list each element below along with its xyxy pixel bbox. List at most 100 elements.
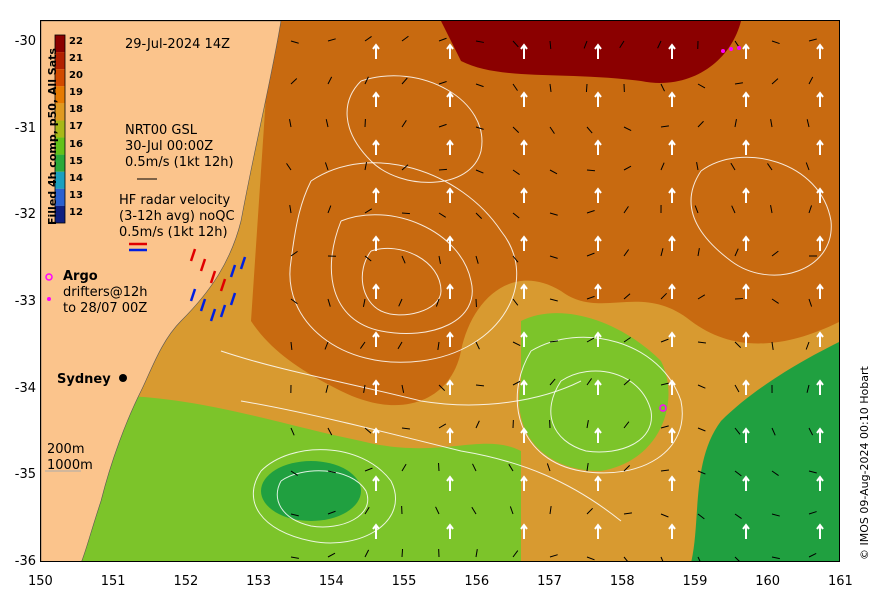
gsl-scale: 0.5m/s (1kt 12h) [125,155,234,170]
velocity-arrow [397,341,403,350]
wind-arrow [372,427,380,443]
velocity-arrow [512,126,520,133]
wind-arrow [594,91,602,107]
y-tick-label: -31 [14,120,36,136]
velocity-arrow [623,126,632,132]
velocity-arrow [808,511,817,515]
velocity-arrow [657,40,662,49]
hf-radar-vector [239,256,247,270]
velocity-arrow [623,512,632,515]
velocity-arrow [697,470,706,475]
velocity-arrow [771,40,780,45]
wind-arrow [446,475,454,491]
wind-arrow [816,523,824,539]
velocity-arrow [327,38,336,42]
colorbar-tick: 19 [69,87,83,99]
y-tick-label: -30 [14,34,36,49]
wind-arrow [742,235,750,251]
velocity-arrow [770,205,773,214]
wind-arrow [372,139,380,155]
velocity-arrow [660,513,669,518]
date-label: 29-Jul-2024 14Z [125,37,230,52]
velocity-arrow [512,341,521,346]
velocity-arrow [734,82,743,85]
velocity-arrow [401,427,410,430]
drifter-track-point [729,47,733,51]
velocity-arrow [660,338,669,343]
velocity-arrow [290,556,299,559]
x-tick-label: 157 [537,574,562,589]
velocity-arrow [549,212,558,216]
velocity-arrow [512,255,519,263]
velocity-arrow [549,298,558,302]
colorbar-swatch [55,86,65,104]
velocity-arrow [438,212,447,218]
velocity-arrow [586,169,596,172]
isobath-1000-label: 1000m [47,458,93,473]
streamline-contour [516,336,683,474]
hf-radar-vector [189,248,197,262]
velocity-arrow [364,506,370,515]
velocity-arrow [805,341,810,350]
wind-arrow [372,283,380,299]
velocity-arrow [586,210,595,214]
city-label-sydney: Sydney [57,372,111,387]
velocity-arrow [734,427,741,435]
velocity-arrow [364,36,372,42]
streamline-contour [276,470,369,528]
velocity-arrow [697,513,705,520]
wind-arrow [446,91,454,107]
y-tick-label: -35 [14,467,36,483]
velocity-arrow [471,506,477,515]
velocity-arrow [438,255,441,264]
velocity-arrow [660,469,669,472]
colorbar-tick: 12 [69,206,83,218]
drifter-legend-marker [47,297,51,301]
wind-arrow [668,475,676,491]
velocity-arrow [694,205,699,214]
wind-arrow [520,379,528,395]
velocity-arrow [549,126,555,134]
velocity-arrow [327,427,333,436]
wind-arrow [742,427,750,443]
velocity-arrow [660,125,669,128]
velocity-arrow [512,83,518,91]
wind-arrow [816,331,824,347]
velocity-arrow [623,379,631,386]
hf-radar-label-2: (3-12h avg) noQC [119,209,235,224]
velocity-arrow [364,255,372,262]
velocity-arrow [697,294,706,300]
velocity-arrow [438,423,447,429]
velocity-arrow [771,556,780,560]
velocity-arrow [435,506,440,515]
velocity-arrow [512,298,519,306]
wind-arrow [372,475,380,491]
wind-arrow [446,379,454,395]
hf-radar-vector [199,298,207,312]
velocity-arrow [770,119,773,128]
colorbar-swatch [55,205,65,223]
sst-map: 29-Jul-2024 14Z NRT00 GSL 30-Jul 00:00Z … [40,20,840,562]
velocity-arrow [697,248,700,257]
velocity-arrow [475,384,485,387]
velocity-arrow [398,298,403,307]
velocity-arrow [438,123,447,128]
velocity-arrow [586,337,595,343]
streamline-contour [240,400,622,522]
velocity-arrow [475,169,484,174]
velocity-arrow [623,337,631,343]
colorbar-tick: 20 [69,70,83,82]
wind-arrow [520,187,528,203]
sydney-marker [119,374,127,382]
wind-arrow [446,427,454,443]
velocity-arrow [290,427,295,436]
wind-arrow [594,331,602,347]
velocity-arrow [623,465,631,472]
wind-arrow [446,523,454,539]
velocity-arrow [771,250,779,257]
colorbar-swatch [55,103,65,121]
wind-arrow [668,523,676,539]
velocity-arrow [290,250,298,257]
wind-arrow [594,283,602,299]
colorbar-outline [54,34,66,224]
